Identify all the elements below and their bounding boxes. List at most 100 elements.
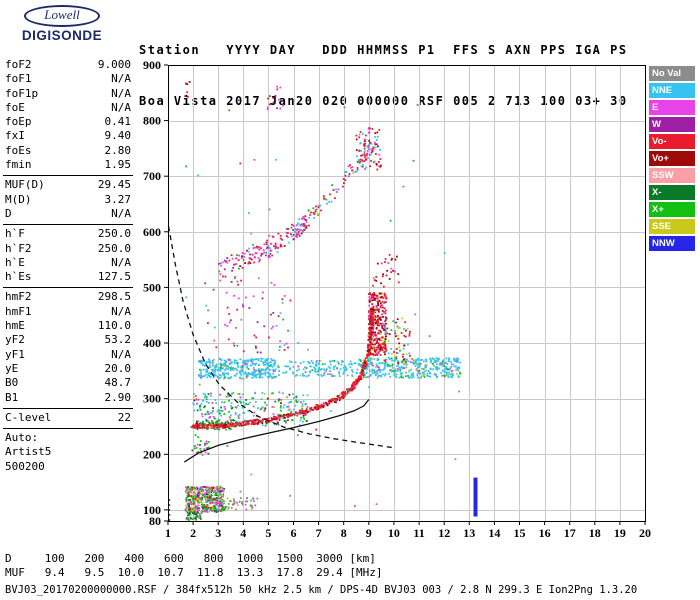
param-value: 48.7 — [104, 376, 132, 390]
param-label: fmin — [5, 158, 32, 172]
direction-legend: No Val NNE E W Vo- Vo+ SSW X- X+ SSE NNW — [649, 66, 695, 253]
svg-text:20: 20 — [639, 526, 651, 540]
logo-oval: Lowell — [24, 5, 100, 27]
svg-text:19: 19 — [614, 526, 626, 540]
svg-text:9: 9 — [366, 526, 372, 540]
distance-muf-table: D 100 200 400 600 800 1000 1500 3000 [km… — [5, 552, 383, 579]
param-value: N/A — [111, 86, 131, 100]
svg-text:3: 3 — [215, 526, 221, 540]
svg-text:13: 13 — [463, 526, 475, 540]
param-value: 110.0 — [97, 319, 131, 333]
svg-text:100: 100 — [143, 503, 161, 517]
param-row-fof1: foF1 N/A — [3, 72, 133, 86]
svg-text:6: 6 — [291, 526, 297, 540]
param-value: N/A — [111, 72, 131, 86]
parameter-panel: foF2 9.000 foF1 N/A foF1p N/A foE N/A foEp 0.41 fx… — [3, 56, 133, 477]
param-value: 9.000 — [97, 58, 131, 71]
param-value: N/A — [111, 206, 131, 220]
svg-text:17: 17 — [564, 526, 576, 540]
param-group: MUF(D) 29.45 M(D) 3.27 D N/A — [3, 176, 133, 226]
param-value: 22 — [117, 410, 131, 424]
param-label: foEp — [5, 115, 32, 129]
param-label: h`E — [5, 255, 25, 269]
param-group: hmF2 298.5 hmF1 N/A hmE 110.0 yF2 53.2 yF1 N/A yE 2… — [3, 288, 133, 409]
svg-text:600: 600 — [143, 225, 161, 239]
param-label: foE — [5, 100, 25, 114]
svg-text:1: 1 — [165, 526, 171, 540]
param-group: foF2 9.000 foF1 N/A foF1p N/A foE N/A foEp 0.41 fx… — [3, 56, 133, 177]
param-row-he: h`E N/A — [3, 256, 133, 270]
param-label: yF1 — [5, 347, 25, 361]
param-row-fxi: fxI 9.40 — [3, 129, 133, 143]
svg-text:15: 15 — [514, 526, 526, 540]
param-value: N/A — [111, 255, 131, 269]
svg-text:2: 2 — [190, 526, 196, 540]
ionogram-chart: 1 2 3 4 5 6 7 8 9 10 11 12 13 14 15 16 17 18 19 20801002003… — [143, 58, 651, 540]
param-value: 3.27 — [104, 192, 132, 206]
param-label: hmF2 — [5, 290, 32, 304]
param-row-auto: Auto: — [3, 431, 133, 445]
svg-text:14: 14 — [488, 526, 500, 540]
param-row-b1: B1 2.90 — [3, 391, 133, 405]
param-value: 298.5 — [97, 290, 131, 304]
param-label: hmE — [5, 319, 25, 333]
param-value: N/A — [111, 100, 131, 114]
param-value: 127.5 — [97, 270, 131, 284]
param-row-hmf2: hmF2 298.5 — [3, 290, 133, 304]
param-row-mufd: MUF(D) 29.45 — [3, 178, 133, 192]
legend-item-nnw: NNW — [649, 236, 695, 251]
param-row-foes: foEs 2.80 — [3, 144, 133, 158]
param-row-hes: h`Es 127.5 — [3, 270, 133, 284]
svg-text:200: 200 — [143, 447, 161, 461]
param-row-md: M(D) 3.27 — [3, 193, 133, 207]
param-value: 2.80 — [104, 143, 132, 157]
param-label: hmF1 — [5, 304, 32, 318]
legend-item-sse: SSE — [649, 219, 695, 234]
param-row-foe: foE N/A — [3, 101, 133, 115]
legend-item-nne: NNE — [649, 83, 695, 98]
param-row-ye: yE 20.0 — [3, 362, 133, 376]
legend-item-e: E — [649, 100, 695, 115]
param-label: yF2 — [5, 333, 25, 347]
param-label: B0 — [5, 376, 19, 390]
svg-text:7: 7 — [316, 526, 322, 540]
param-label: h`F2 — [5, 241, 32, 255]
param-label: foEs — [5, 143, 32, 157]
param-value: 1.95 — [104, 158, 132, 172]
legend-item-w: W — [649, 117, 695, 132]
param-row-b0: B0 48.7 — [3, 376, 133, 390]
svg-text:800: 800 — [143, 114, 161, 128]
param-value: N/A — [111, 304, 131, 318]
svg-text:10: 10 — [388, 526, 400, 540]
param-row-artist5: Artist5 — [3, 445, 133, 459]
param-value: 29.45 — [97, 178, 131, 192]
param-row-fmin: fmin 1.95 — [3, 158, 133, 172]
param-row-500200: 500200 — [3, 460, 133, 474]
param-group: C-level 22 — [3, 409, 133, 430]
param-row-yf2: yF2 53.2 — [3, 333, 133, 347]
legend-item-ssw: SSW — [649, 168, 695, 183]
station-header: Station YYYY DAY DDD HHMMSS P1 FFS S AXN… — [139, 8, 628, 144]
legend-item-x-: X- — [649, 185, 695, 200]
svg-text:4: 4 — [240, 526, 246, 540]
param-row-hme: hmE 110.0 — [3, 319, 133, 333]
svg-text:80: 80 — [149, 514, 161, 528]
param-group: Auto: Artist5 500200 — [3, 429, 133, 477]
legend-item-vo+: Vo+ — [649, 151, 695, 166]
param-label: foF1 — [5, 72, 32, 86]
param-value: 0.41 — [104, 115, 132, 129]
svg-text:5: 5 — [265, 526, 271, 540]
param-value: 250.0 — [97, 227, 131, 241]
param-label: MUF(D) — [5, 178, 45, 192]
param-label: 500200 — [5, 459, 45, 473]
param-label: D — [5, 206, 12, 220]
legend-item-vo-: Vo- — [649, 134, 695, 149]
svg-text:8: 8 — [341, 526, 347, 540]
logo-lowell-text: Lowell — [44, 7, 80, 22]
param-value: 20.0 — [104, 361, 132, 375]
param-label: fxI — [5, 129, 25, 143]
param-label: M(D) — [5, 192, 32, 206]
svg-text:16: 16 — [539, 526, 551, 540]
param-value: N/A — [111, 347, 131, 361]
svg-text:18: 18 — [589, 526, 601, 540]
